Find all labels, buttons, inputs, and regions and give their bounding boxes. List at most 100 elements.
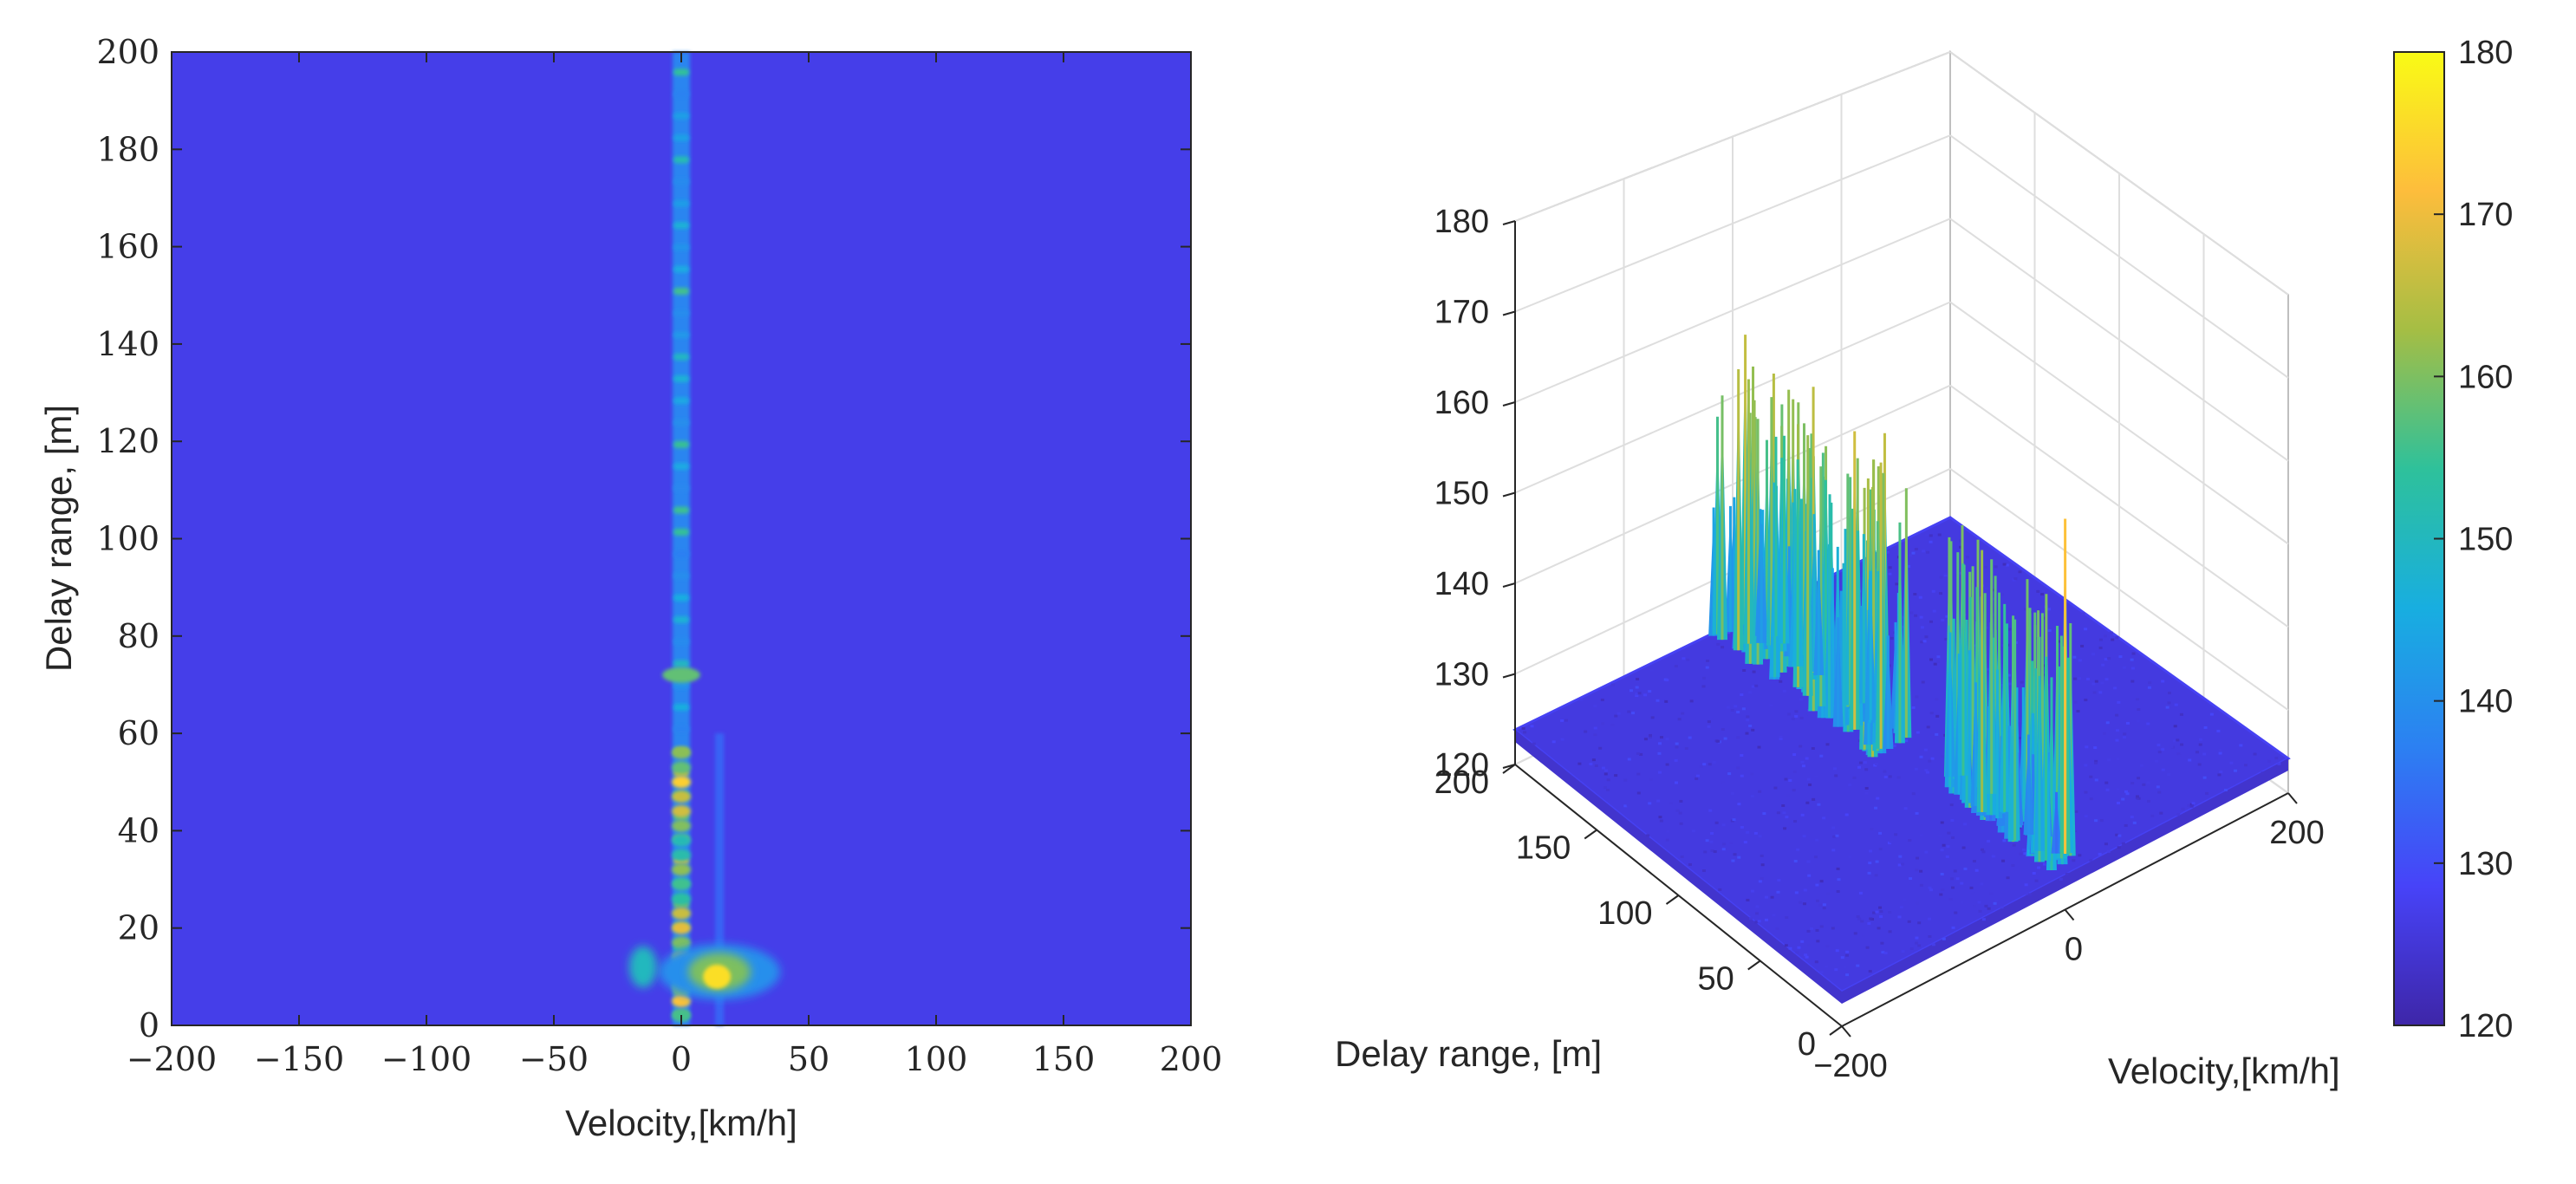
surface-noise <box>1826 892 1831 895</box>
surface-noise <box>1834 968 1838 972</box>
surface-noise <box>1648 735 1652 738</box>
surface-noise <box>1953 869 1957 873</box>
surface-noise <box>1929 620 1933 623</box>
surface-noise <box>1734 705 1738 708</box>
surface-noise <box>1757 745 1761 749</box>
surface-noise <box>1870 828 1874 831</box>
surface-noise <box>1675 809 1680 812</box>
surface-noise <box>2202 776 2207 779</box>
surface-noise <box>1701 869 1706 873</box>
surface-noise <box>1981 850 1986 854</box>
surface-noise <box>1751 728 1755 732</box>
colorbar: 120 130 140 150 160 170 180 <box>2393 35 2513 1044</box>
surface-noise <box>1822 903 1826 907</box>
surface-noise <box>2165 706 2169 709</box>
surface-noise <box>1703 850 1708 854</box>
surface-noise <box>1940 849 1944 852</box>
surface-noise <box>1775 927 1779 930</box>
surface-noise <box>1669 802 1673 805</box>
colorbar-tick-label: 180 <box>2458 35 2513 71</box>
surface-noise <box>1701 676 1706 680</box>
colorbar-tick-label: 160 <box>2458 359 2513 395</box>
surface-noise <box>2089 797 2093 801</box>
heatmap-ridge-segment <box>673 68 689 76</box>
surface-noise <box>1915 695 1919 699</box>
surface-noise <box>1708 715 1713 719</box>
surface-y-tick-label: 200 <box>2269 815 2324 851</box>
surface-noise <box>2076 709 2080 712</box>
surface-noise <box>2148 681 2152 685</box>
surface-noise <box>2099 819 2104 823</box>
surface-noise <box>2161 746 2165 750</box>
heatmap-y-tick-label: 160 <box>96 228 159 266</box>
surface-noise <box>2147 686 2151 689</box>
surface-noise <box>2123 732 2127 736</box>
surface-noise <box>1709 840 1714 843</box>
surface-noise <box>1878 906 1883 909</box>
surface-noise <box>1963 867 1968 870</box>
surface-noise <box>1974 868 1979 872</box>
heatmap-near-cluster <box>672 819 691 832</box>
surface-x-label: Delay range, [m] <box>1335 1033 1602 1074</box>
heatmap-y-tick-label: 80 <box>118 617 159 655</box>
heatmap-x-tick-label: −200 <box>127 1040 217 1078</box>
surface-noise <box>1684 747 1688 751</box>
surface-noise <box>2047 629 2052 633</box>
surface-noise <box>1758 790 1762 793</box>
surface-noise <box>1942 937 1946 940</box>
surface-noise <box>1922 640 1927 643</box>
surface-noise <box>2078 854 2082 857</box>
surface-noise <box>1935 590 1939 594</box>
surface-noise <box>1753 831 1758 835</box>
surface-noise <box>1739 699 1743 703</box>
surface-noise <box>1909 884 1914 888</box>
surface-noise <box>1994 565 1998 569</box>
surface-noise <box>1807 874 1812 877</box>
heatmap-features <box>628 52 781 1025</box>
surface-noise <box>1916 856 1920 860</box>
surface-noise <box>1939 576 1943 579</box>
surface-noise <box>1729 841 1734 844</box>
surface-noise <box>1716 739 1721 743</box>
surface-noise <box>2132 821 2137 824</box>
heatmap-ridge-segment <box>673 397 689 405</box>
surface-noise <box>1822 816 1826 820</box>
surface-noise <box>1909 554 1913 557</box>
surface-noise <box>1913 593 1917 596</box>
surface-noise <box>1928 886 1932 889</box>
surface-noise <box>2008 682 2013 686</box>
surface-noise <box>2146 781 2150 784</box>
surface-noise <box>1883 952 1888 955</box>
surface-noise <box>1819 925 1824 928</box>
surface-noise <box>2121 842 2125 845</box>
surface-noise <box>1635 686 1639 689</box>
surface-noise <box>1603 769 1608 772</box>
surface-noise <box>1769 704 1773 707</box>
surface-noise <box>1591 758 1596 762</box>
surface-noise <box>1857 765 1862 769</box>
surface-noise <box>1614 774 1618 777</box>
surface-noise <box>1758 835 1762 838</box>
surface-noise <box>1643 738 1648 741</box>
surface-noise <box>1815 883 1819 887</box>
surface-noise <box>1797 946 1801 949</box>
surface-noise <box>1919 615 1923 619</box>
surface-noise <box>1795 951 1799 954</box>
surface-noise <box>1779 735 1783 738</box>
surface-noise <box>1929 888 1934 892</box>
surface-noise <box>1623 778 1628 782</box>
surface-noise <box>1885 550 1890 554</box>
surface-noise <box>2117 700 2121 704</box>
surface-noise <box>1716 642 1721 646</box>
surface-noise <box>1890 636 1894 640</box>
surface-noise <box>1794 891 1799 895</box>
heatmap-ridge-segment <box>673 178 689 185</box>
surface-noise <box>2277 762 2281 765</box>
surface-noise <box>2117 846 2121 849</box>
surface-noise <box>1945 615 1949 618</box>
surface-noise <box>1869 849 1873 853</box>
heatmap-target-core <box>703 964 732 989</box>
surface-noise <box>1723 737 1727 740</box>
surface-noise <box>2130 680 2135 683</box>
